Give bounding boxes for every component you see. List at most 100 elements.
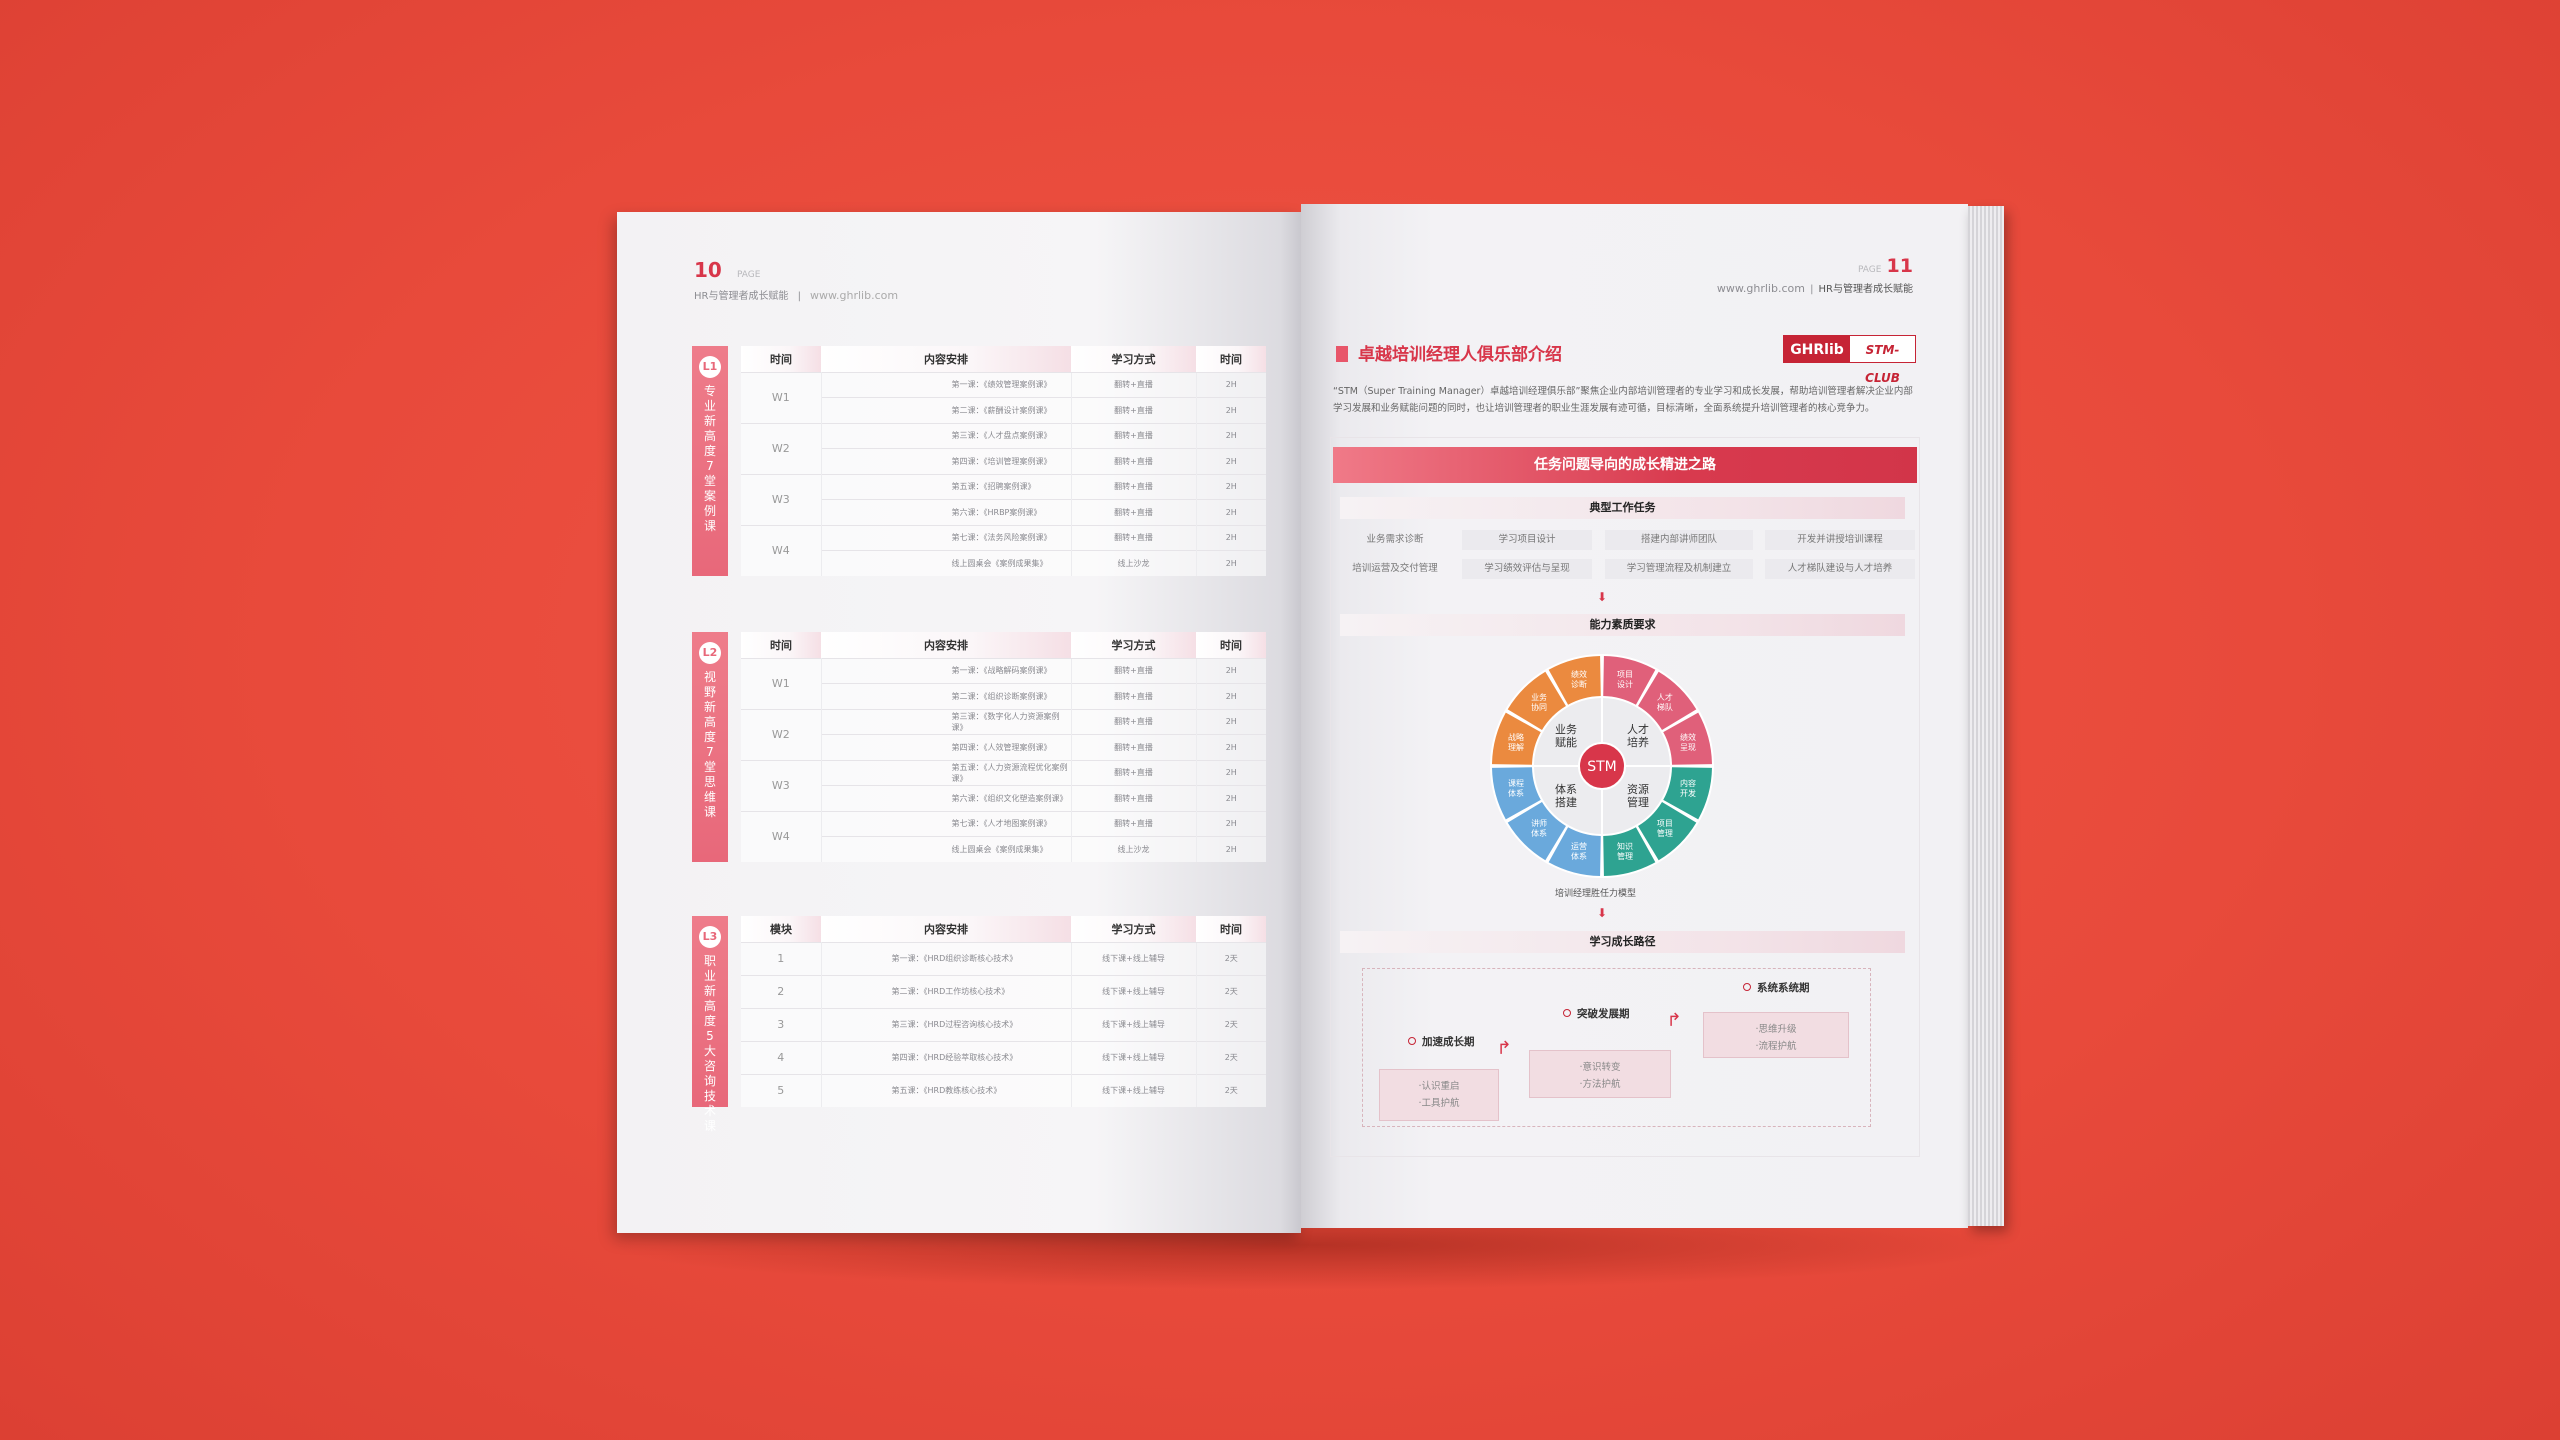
duration-cell: 2H xyxy=(1195,785,1266,811)
stage-point: ·流程护航 xyxy=(1755,1041,1797,1052)
method-cell: 翻转+直播 xyxy=(1070,499,1196,525)
column-header: 时间 xyxy=(1196,346,1266,372)
column-header: 时间 xyxy=(741,632,821,658)
down-arrow-icon: ⬇ xyxy=(1596,906,1608,920)
content-cell: 第五课：《招聘案例课》 xyxy=(821,473,1071,500)
table-row: 第二课：《组织诊断案例课》 翻转+直播 2H xyxy=(741,683,1266,709)
duration-cell: 2H xyxy=(1195,810,1266,837)
table-row: W4 第七课：《人才地图案例课》 翻转+直播 2H xyxy=(741,810,1266,862)
left-page-header: 10 PAGE HR与管理者成长赋能 | www.ghrlib.com xyxy=(694,258,898,303)
week-cell: W3 xyxy=(741,473,822,525)
method-cell: 线下课+线上辅导 xyxy=(1070,1007,1196,1041)
task-item: 学习管理流程及机制建立 xyxy=(1605,559,1753,579)
table-row: 第六课：《HRBP案例课》 翻转+直播 2H xyxy=(741,499,1266,525)
table-row: 第四课：《培训管理案例课》 翻转+直播 2H xyxy=(741,448,1266,474)
task-item: 业务需求诊断 xyxy=(1366,534,1424,545)
wheel-segment xyxy=(1548,656,1601,705)
column-header: 内容安排 xyxy=(821,916,1071,942)
method-cell: 翻转+直播 xyxy=(1070,683,1196,709)
method-cell: 翻转+直播 xyxy=(1070,397,1196,423)
duration-cell: 2H xyxy=(1195,448,1266,474)
duration-cell: 2天 xyxy=(1195,1040,1266,1074)
module-cell: 2 xyxy=(741,974,822,1008)
method-cell: 翻转+直播 xyxy=(1070,657,1196,684)
content-cell: 第七课：《法务风险案例课》 xyxy=(821,524,1071,551)
level-badge: L2 xyxy=(699,642,721,664)
table-header: 时间 内容安排 学习方式 时间 xyxy=(741,346,1266,372)
stage-title: 加速成长期 xyxy=(1408,1034,1475,1049)
table-header: 时间 内容安排 学习方式 时间 xyxy=(741,632,1266,658)
stage-box: ·意识转变 ·方法护航 xyxy=(1529,1050,1671,1098)
competency-wheel: STM xyxy=(1490,654,1714,878)
wheel-segment xyxy=(1663,767,1712,820)
duration-cell: 2H xyxy=(1195,422,1266,449)
header-subtitle: HR与管理者成长赋能 xyxy=(694,291,789,302)
wheel-segment xyxy=(1638,802,1697,861)
stage-point: ·认识重启 xyxy=(1418,1081,1460,1092)
content-cell: 第五课：《HRD教练核心技术》 xyxy=(821,1073,1071,1107)
course-table: 时间 内容安排 学习方式 时间 W1 第一课：《绩效管理案例课》 翻转+直播 2H 第二课：《薪… xyxy=(741,346,1266,576)
content-cell: 第一课：《HRD组织诊断核心技术》 xyxy=(821,941,1071,975)
week-cell: W3 xyxy=(741,759,822,811)
step-arrow-icon: ↱ xyxy=(1666,1010,1682,1031)
wheel-segment xyxy=(1638,671,1697,730)
week-cell: W2 xyxy=(741,422,822,474)
page-stack xyxy=(1968,206,2004,1226)
duration-cell: 2H xyxy=(1195,524,1266,551)
wheel-segment xyxy=(1492,767,1541,820)
method-cell: 翻转+直播 xyxy=(1070,785,1196,811)
task-item: 学习绩效评估与呈现 xyxy=(1462,559,1592,579)
wheel-segment xyxy=(1603,827,1656,876)
module-cell: 4 xyxy=(741,1040,822,1074)
down-arrow-icon: ⬇ xyxy=(1596,590,1608,604)
stage-box: ·认识重启 ·工具护航 xyxy=(1379,1069,1499,1121)
content-cell: 第三课：《人才盘点案例课》 xyxy=(821,422,1071,449)
level-label: 专业新高度7堂案例课 xyxy=(703,384,716,533)
module-cell: 1 xyxy=(741,941,822,975)
column-header: 内容安排 xyxy=(821,346,1071,372)
task-item: 开发并讲授培训课程 xyxy=(1765,530,1915,550)
column-header: 模块 xyxy=(741,916,821,942)
duration-cell: 2H xyxy=(1195,397,1266,423)
level-badge: L3 xyxy=(699,926,721,948)
page-word: PAGE xyxy=(736,270,761,280)
wheel-segment xyxy=(1507,802,1566,861)
growth-banner: 任务问题导向的成长精进之路 xyxy=(1333,447,1917,483)
method-cell: 线下课+线上辅导 xyxy=(1070,1073,1196,1107)
level-label: 视野新高度7堂思维课 xyxy=(703,670,716,819)
duration-cell: 2H xyxy=(1195,759,1266,786)
week-cell: W4 xyxy=(741,524,822,576)
page-number: 11 xyxy=(1886,255,1913,277)
level-band: L1 专业新高度7堂案例课 xyxy=(692,346,728,576)
table-row: 2 第二课：《HRD工作坊核心技术》 线下课+线上辅导 2天 xyxy=(741,974,1266,1008)
right-page-header: PAGE 11 www.ghrlib.com | HR与管理者成长赋能 xyxy=(1717,255,1913,296)
stage-point: ·工具护航 xyxy=(1418,1098,1460,1109)
level-badge: L1 xyxy=(699,356,721,378)
stage-point: ·方法护航 xyxy=(1579,1079,1621,1090)
content-cell: 第三课：《数字化人力资源案例课》 xyxy=(821,708,1071,735)
stage-point: ·思维升级 xyxy=(1755,1024,1797,1035)
task-item: 培训运营及交付管理 xyxy=(1352,563,1438,574)
table-row: W3 第五课：《人力资源流程优化案例课》 翻转+直播 2H xyxy=(741,759,1266,811)
header-separator: | xyxy=(1810,284,1814,295)
method-cell: 线下课+线上辅导 xyxy=(1070,974,1196,1008)
duration-cell: 2天 xyxy=(1195,1073,1266,1107)
duration-cell: 2H xyxy=(1195,371,1266,398)
week-cell: W4 xyxy=(741,810,822,862)
content-cell: 线上圆桌会《案例成果集》 xyxy=(821,550,1071,576)
content-cell: 第四课：《HRD经验萃取核心技术》 xyxy=(821,1040,1071,1074)
table-row: W2 第三课：《人才盘点案例课》 翻转+直播 2H xyxy=(741,422,1266,474)
course-table: 时间 内容安排 学习方式 时间 W1 第一课：《战略解码案例课》 翻转+直播 2H 第二课：《组… xyxy=(741,632,1266,862)
step-arrow-icon: ↱ xyxy=(1496,1038,1512,1059)
method-cell: 翻转+直播 xyxy=(1070,448,1196,474)
table-row: 线上圆桌会《案例成果集》 线上沙龙 2H xyxy=(741,836,1266,862)
tasks-heading: 典型工作任务 xyxy=(1340,497,1905,519)
ghrlib-logo: GHRlib xyxy=(1784,336,1850,362)
stage-title: 系统系统期 xyxy=(1743,980,1810,995)
method-cell: 线下课+线上辅导 xyxy=(1070,941,1196,975)
duration-cell: 2H xyxy=(1195,683,1266,709)
ability-heading: 能力素质要求 xyxy=(1340,614,1905,636)
week-cell: W2 xyxy=(741,708,822,760)
task-item: 人才梯队建设与人才培养 xyxy=(1765,559,1915,579)
week-cell: W1 xyxy=(741,371,822,423)
